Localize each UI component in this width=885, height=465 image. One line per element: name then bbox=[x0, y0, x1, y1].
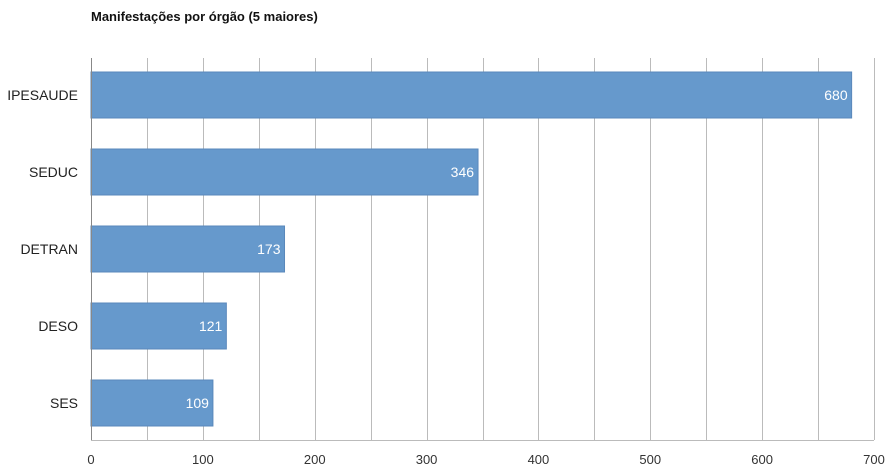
value-label-ipesaude: 680 bbox=[824, 87, 848, 103]
category-label-detran: DETRAN bbox=[20, 241, 78, 257]
value-label-detran: 173 bbox=[257, 241, 281, 257]
labels: IPESAUDE 680 SEDUC 346 DETRAN 173 DESO 121 SES 10… bbox=[7, 87, 885, 465]
category-label-seduc: SEDUC bbox=[29, 164, 78, 180]
bar-detran bbox=[90, 225, 286, 273]
x-tick-label-0: 0 bbox=[87, 452, 94, 465]
x-tick-label-600: 600 bbox=[751, 452, 773, 465]
value-label-seduc: 346 bbox=[451, 164, 475, 180]
category-label-ipesaude: IPESAUDE bbox=[7, 87, 78, 103]
x-tick-label-300: 300 bbox=[416, 452, 438, 465]
value-label-deso: 121 bbox=[199, 318, 223, 334]
x-tick-label-700: 700 bbox=[863, 452, 885, 465]
bar-deso bbox=[90, 302, 227, 350]
axes bbox=[91, 58, 874, 441]
category-label-deso: DESO bbox=[38, 318, 78, 334]
bars bbox=[90, 71, 853, 427]
chart-title: Manifestações por órgão (5 maiores) bbox=[91, 9, 318, 24]
x-tick-label-200: 200 bbox=[304, 452, 326, 465]
bar-seduc bbox=[90, 148, 479, 196]
x-tick-label-400: 400 bbox=[528, 452, 550, 465]
category-label-ses: SES bbox=[50, 395, 78, 411]
grid-lines bbox=[147, 58, 875, 440]
x-tick-label-100: 100 bbox=[192, 452, 214, 465]
value-label-ses: 109 bbox=[186, 395, 210, 411]
bar-ipesaude bbox=[90, 71, 853, 119]
x-tick-label-500: 500 bbox=[639, 452, 661, 465]
